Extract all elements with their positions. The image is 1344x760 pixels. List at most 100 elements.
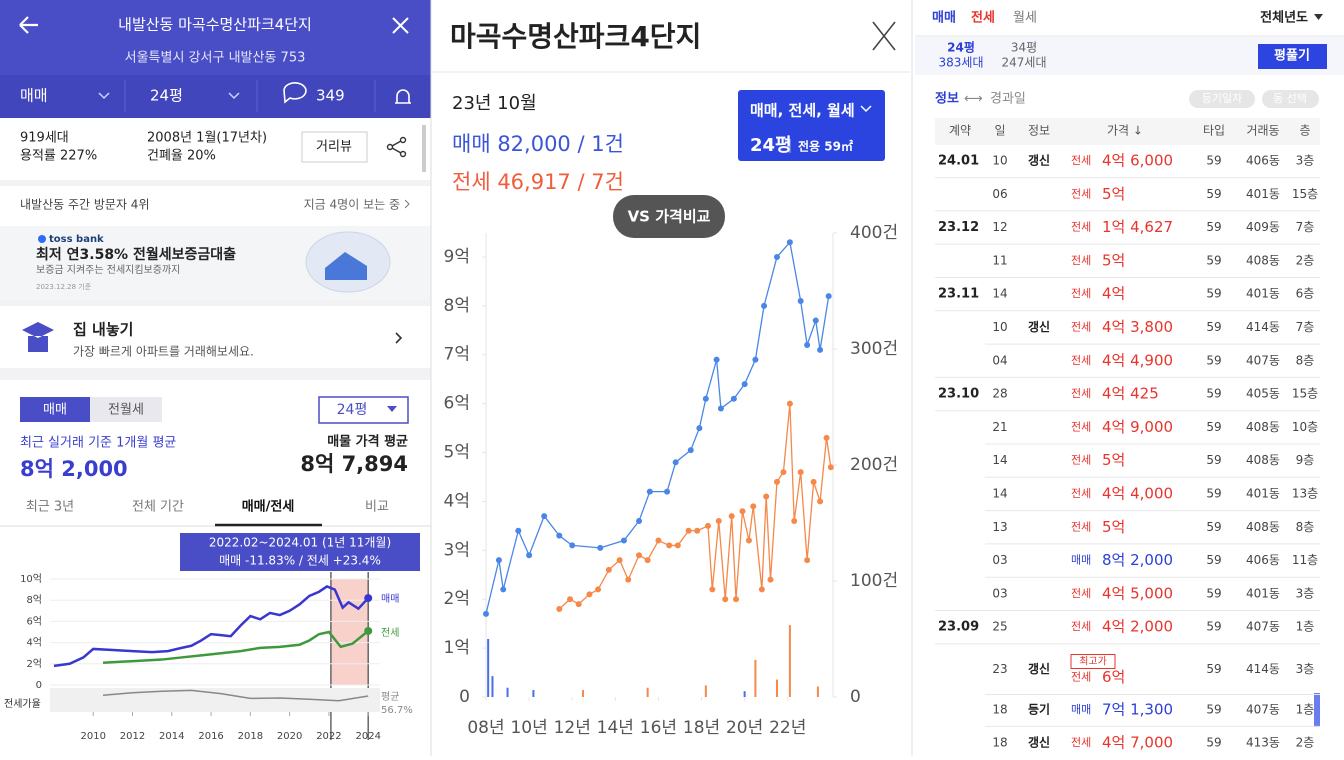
day: 03 [992, 553, 1007, 567]
sale-summary: 매매 82,000 / 1건 [452, 132, 624, 156]
y-tick-label: 4억 [26, 637, 42, 649]
data-point [515, 527, 522, 534]
toggle-active[interactable] [20, 397, 90, 422]
chevron[interactable] [395, 332, 403, 344]
separator [0, 368, 431, 380]
y2-tick-label: 400건 [850, 223, 898, 243]
data-point [750, 503, 757, 510]
filter-box[interactable] [738, 90, 885, 161]
price: 4억 9,000 [1102, 418, 1173, 436]
floor: 9층 [1296, 453, 1315, 467]
x-tick-label: 10년 [510, 718, 547, 738]
asking-value: 8억 7,894 [300, 452, 408, 476]
bcr: 건폐율 20% [147, 149, 216, 164]
tab-bar [0, 75, 431, 118]
arrow-icon: ⟷ [964, 92, 983, 107]
separator [0, 300, 431, 306]
data-point [569, 542, 576, 549]
info: 갱신 [1028, 661, 1050, 676]
x-tick-label: 2012 [120, 731, 145, 742]
data-point [586, 591, 593, 598]
size-option: 34평 [1011, 41, 1037, 55]
floor: 2층 [1296, 253, 1315, 267]
x-tick-label: 14년 [597, 718, 634, 738]
price: 5억 [1102, 185, 1125, 203]
chip[interactable] [1262, 90, 1319, 108]
deal-kind: 전세 [1071, 587, 1091, 600]
price: 5억 [1102, 251, 1125, 269]
floor: 7층 [1296, 320, 1315, 334]
x-tick-label: 18년 [683, 718, 720, 738]
compare-button[interactable] [613, 195, 725, 238]
day: 23 [992, 662, 1007, 676]
size-households: 247세대 [1002, 56, 1047, 70]
ratio-label: 전세가율 [4, 698, 41, 710]
data-point [804, 341, 811, 348]
data-point [786, 239, 793, 246]
chip[interactable] [1189, 90, 1255, 108]
volume-bar [775, 679, 778, 697]
volume-bar [581, 690, 584, 697]
y-tick-label: 0 [36, 680, 42, 691]
data-point [687, 447, 694, 454]
volume-bar [816, 686, 819, 697]
bell-icon[interactable] [395, 89, 411, 104]
data-point [827, 464, 834, 471]
chip-label: 등기일자 [1202, 91, 1242, 105]
y-tick-label: 2억 [444, 589, 470, 609]
close-button[interactable] [872, 21, 896, 51]
type: 59 [1206, 253, 1221, 267]
households: 919세대 [20, 131, 69, 146]
data-point [713, 356, 720, 363]
price: 4억 3,800 [1102, 318, 1173, 336]
y2-tick-label: 200건 [850, 455, 898, 475]
y-tick-label: 6억 [444, 394, 470, 414]
data-point [704, 522, 711, 529]
deal-kind: 전세 [1071, 420, 1091, 433]
type: 59 [1206, 520, 1221, 534]
volume-bar [646, 687, 649, 697]
separator [0, 180, 431, 186]
column-header: 가격 ↓ [1107, 124, 1143, 138]
period-filter: 전체년도 [1260, 10, 1308, 26]
recent-label: 최근 실거래 기준 1개월 평균 [20, 436, 176, 451]
deal-kind: 매매 [1071, 554, 1091, 567]
dong: 414동 [1246, 320, 1280, 334]
column-header: 층 [1299, 124, 1310, 138]
data-point [797, 469, 804, 476]
column-header: 타입 [1203, 124, 1225, 138]
volume-bar [506, 687, 509, 697]
share-icon[interactable] [386, 136, 407, 158]
volume-bar [487, 639, 490, 697]
y-tick-label: 6억 [26, 615, 42, 627]
data-point [655, 537, 662, 544]
ad-logo [38, 235, 46, 243]
day: 11 [992, 253, 1007, 267]
dong: 413동 [1246, 736, 1280, 750]
comment-icon[interactable] [283, 82, 307, 104]
info: 갱신 [1028, 735, 1050, 750]
data-point [674, 542, 681, 549]
tab: 매매 [20, 87, 48, 105]
data-point [715, 517, 722, 524]
price: 4억 [1102, 285, 1125, 303]
close-button[interactable] [392, 17, 409, 34]
size-label: 24평 [337, 402, 368, 418]
deal-kind: 전세 [1071, 287, 1091, 300]
street-view-button[interactable] [301, 131, 368, 163]
filter-label: 매매, 전세, 월세 [750, 102, 855, 120]
toggle-inactive[interactable] [90, 397, 162, 422]
x-tick-label: 2018 [238, 731, 263, 742]
sub-tab: 전체 기간 [132, 500, 184, 515]
column-header: 일 [994, 124, 1005, 138]
price: 1억 4,627 [1102, 218, 1173, 236]
ad-date: 2023.12.28 기준 [36, 282, 92, 291]
expand-button[interactable] [1258, 44, 1327, 69]
dong: 408동 [1246, 520, 1280, 534]
volume-bar [704, 685, 707, 697]
data-point [717, 405, 724, 412]
toggle: 매매 [43, 403, 67, 418]
deal-kind: 전세 [1071, 154, 1091, 167]
back-button[interactable] [19, 16, 38, 34]
sell-icon [22, 322, 54, 352]
